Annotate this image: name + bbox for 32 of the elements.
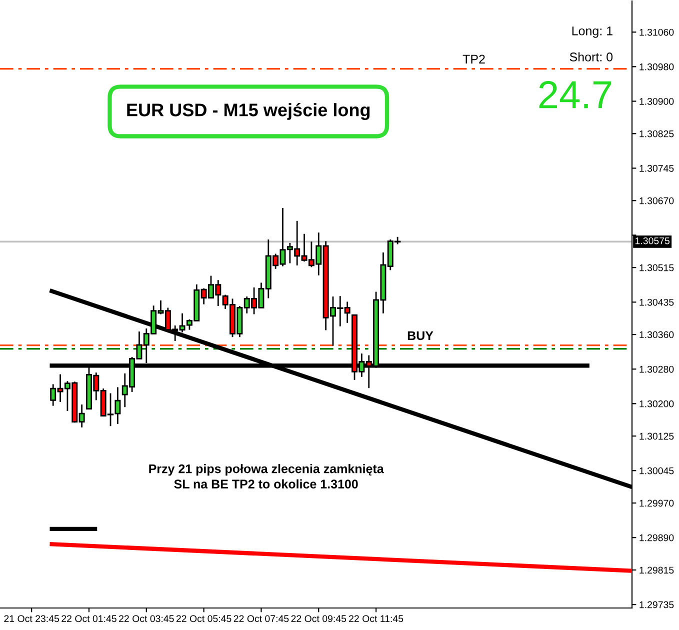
y-tick-label: 1.29815 [640,566,674,574]
annotation: 24.7 [539,81,612,108]
y-tick-label: 1.30900 [640,98,674,105]
y-tick-label: 1.30825 [640,130,674,138]
y-tick-label: 1.29890 [640,534,674,542]
ref-line-label: 1.30575 [636,237,670,244]
x-tick-label: 22 Oct 11:45 [349,615,404,622]
y-tick-label: 1.30280 [640,366,674,373]
annotation: Short: 0 [570,52,613,62]
x-tick-label: 22 Oct 07:45 [234,615,289,622]
x-tick-label: 22 Oct 09:45 [291,615,346,622]
y-tick-label: 1.30745 [640,164,674,172]
y-tick-label: 1.30980 [640,63,674,70]
x-tick-label: 21 Oct 23:45 [4,615,60,622]
y-tick-label: 1.30125 [640,432,674,440]
y-tick-label: 1.30670 [640,197,674,204]
text: EUR USD - M15 wejście long [127,102,370,120]
y-tick-label: 1.30200 [640,400,674,408]
y-tick-label: 1.30515 [640,264,674,272]
y-tick-label: 1.30360 [640,331,674,338]
y-tick-label: 1.29970 [640,500,674,507]
y-tick-label: 1.29735 [640,601,674,608]
x-tick-label: 22 Oct 05:45 [176,615,232,622]
ref-line-label: TP2 [462,54,485,64]
x-tick-label: 22 Oct 01:45 [62,615,116,622]
y-tick-label: 1.30045 [640,467,674,474]
annotation: Long: 1 [572,26,612,38]
y-tick-label: 1.30435 [640,298,674,306]
ref-line-label: BUY [408,331,434,340]
y-tick-label: 1.31060 [640,28,674,36]
x-tick-label: 22 Oct 03:45 [119,615,174,622]
annotation: Przy 21 pips połowa zlecenia zamknięta SL na BE TP2 to okolice 1.3100 [149,464,384,489]
